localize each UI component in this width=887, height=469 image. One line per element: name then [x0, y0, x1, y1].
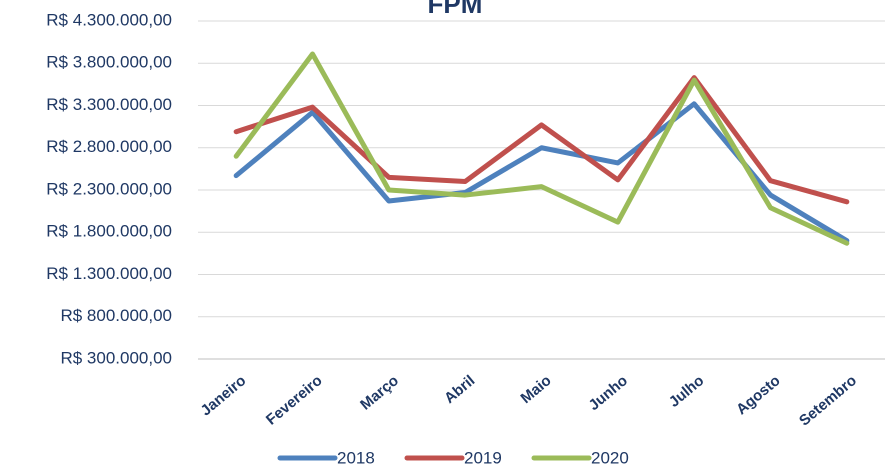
y-tick-label: R$ 3.300.000,00: [46, 95, 172, 114]
legend-label: 2019: [464, 448, 502, 467]
legend-label: 2018: [337, 448, 375, 467]
line-series: [233, 75, 850, 205]
y-tick-label: R$ 2.800.000,00: [46, 137, 172, 156]
x-tick-label: Agosto: [733, 372, 784, 418]
y-tick-label: R$ 4.300.000,00: [46, 10, 172, 29]
y-tick-label: R$ 300.000,00: [60, 348, 172, 367]
x-tick-label: Abril: [441, 372, 478, 407]
legend-label: 2020: [591, 448, 629, 467]
x-tick-label: Fevereiro: [263, 372, 326, 428]
y-tick-label: R$ 800.000,00: [60, 306, 172, 325]
x-tick-label: Setembro: [796, 372, 860, 429]
line-series: [233, 51, 850, 246]
y-tick-label: R$ 1.800.000,00: [46, 222, 172, 241]
x-tick-label: Março: [357, 372, 402, 413]
y-tick-label: R$ 1.300.000,00: [46, 264, 172, 283]
y-tick-label: R$ 3.800.000,00: [46, 53, 172, 72]
x-tick-label: Junho: [586, 372, 631, 414]
x-tick-label: Janeiro: [197, 372, 249, 419]
x-tick-label: Maio: [518, 372, 555, 407]
chart-title: FPM: [428, 0, 483, 19]
y-tick-label: R$ 2.300.000,00: [46, 179, 172, 198]
x-tick-label: Julho: [666, 372, 708, 411]
